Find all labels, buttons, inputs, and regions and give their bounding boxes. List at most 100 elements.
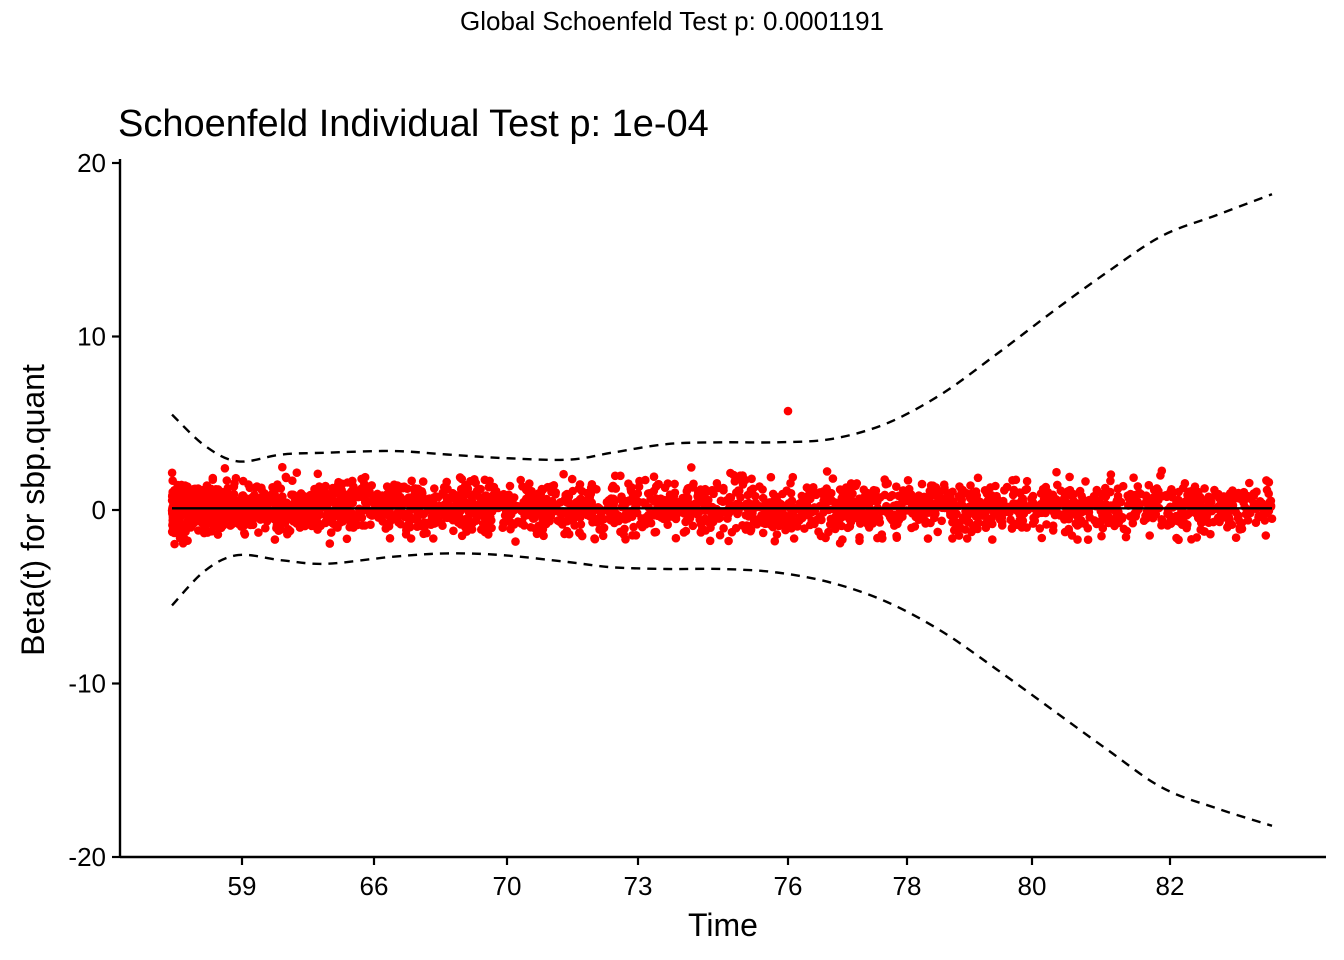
data-point <box>1022 523 1031 532</box>
axes: -20 -10 0 10 20 59 66 70 73 76 78 80 82 <box>68 148 1326 901</box>
data-point <box>203 496 213 505</box>
data-point <box>839 512 848 521</box>
data-point <box>430 511 439 520</box>
data-point <box>1103 510 1112 519</box>
data-point <box>181 527 190 536</box>
data-point <box>1262 485 1272 495</box>
data-point <box>997 521 1007 530</box>
data-point <box>855 533 864 542</box>
data-point <box>168 511 178 520</box>
residual-points <box>167 406 1277 549</box>
data-point <box>194 526 203 535</box>
data-point <box>551 490 560 499</box>
data-point <box>1096 516 1106 526</box>
data-point <box>585 491 594 501</box>
y-tick-label: -20 <box>68 842 106 872</box>
data-point <box>1018 494 1028 504</box>
data-point <box>1237 518 1247 528</box>
data-point <box>184 509 193 518</box>
data-point <box>373 497 383 507</box>
data-point <box>170 528 179 538</box>
data-point <box>315 491 324 501</box>
data-point <box>1168 517 1177 526</box>
chart-title: Schoenfeld Individual Test p: 1e-04 <box>118 103 709 145</box>
data-point <box>1117 514 1127 523</box>
data-point <box>1200 484 1209 493</box>
data-point <box>196 489 206 498</box>
data-point <box>467 525 477 534</box>
data-point <box>768 489 778 499</box>
data-point <box>840 500 850 510</box>
data-point <box>1231 533 1241 542</box>
data-point <box>438 521 447 530</box>
data-point <box>289 514 298 524</box>
data-point <box>598 531 608 541</box>
data-point <box>1154 486 1163 496</box>
data-point <box>1052 495 1062 505</box>
data-point <box>526 523 536 532</box>
fit-lines <box>171 193 1273 827</box>
data-point <box>270 535 280 544</box>
data-point <box>399 511 409 520</box>
data-point <box>255 499 265 509</box>
data-point <box>670 479 679 489</box>
data-point <box>626 484 635 494</box>
data-point <box>1064 514 1074 524</box>
data-point <box>611 484 621 493</box>
data-point <box>750 514 759 524</box>
data-point <box>382 482 392 491</box>
data-point <box>961 525 970 534</box>
data-point <box>589 484 599 493</box>
data-point <box>246 520 255 530</box>
data-point <box>342 534 352 544</box>
data-point <box>559 469 568 479</box>
data-point <box>830 513 840 522</box>
data-point <box>261 507 271 517</box>
data-point <box>591 515 600 525</box>
data-point <box>962 517 972 526</box>
data-point <box>409 484 419 494</box>
data-point <box>245 508 255 518</box>
data-point <box>238 476 248 486</box>
data-point <box>231 473 241 483</box>
data-point <box>755 482 764 491</box>
data-point <box>651 527 661 537</box>
data-point <box>783 512 792 521</box>
data-point <box>511 537 520 546</box>
data-point <box>719 524 728 533</box>
data-point <box>649 472 659 482</box>
data-point <box>1215 517 1224 527</box>
data-point <box>1174 487 1183 497</box>
data-point <box>313 469 323 479</box>
data-point <box>262 517 272 526</box>
data-point <box>188 502 197 512</box>
data-point <box>631 531 641 540</box>
data-point <box>562 495 572 505</box>
data-point <box>1260 516 1270 525</box>
data-point <box>1176 508 1186 517</box>
data-point <box>679 528 689 537</box>
data-point <box>880 490 890 500</box>
data-point <box>351 518 361 527</box>
data-point <box>1251 518 1261 527</box>
data-point <box>575 480 585 489</box>
data-point <box>429 534 438 543</box>
data-point <box>348 476 357 486</box>
data-point <box>525 479 534 488</box>
data-point <box>911 512 920 522</box>
data-point <box>1267 514 1277 523</box>
data-point <box>560 529 569 539</box>
data-point <box>923 534 933 543</box>
data-point <box>758 493 768 503</box>
data-point <box>419 509 429 519</box>
data-point <box>599 523 609 533</box>
data-point <box>484 530 493 539</box>
data-point <box>774 515 783 524</box>
data-point <box>461 488 470 498</box>
data-point <box>240 528 249 538</box>
data-point <box>1199 527 1209 536</box>
data-point <box>562 489 572 499</box>
data-point <box>385 534 395 543</box>
data-point <box>296 489 306 498</box>
data-point <box>189 488 198 498</box>
